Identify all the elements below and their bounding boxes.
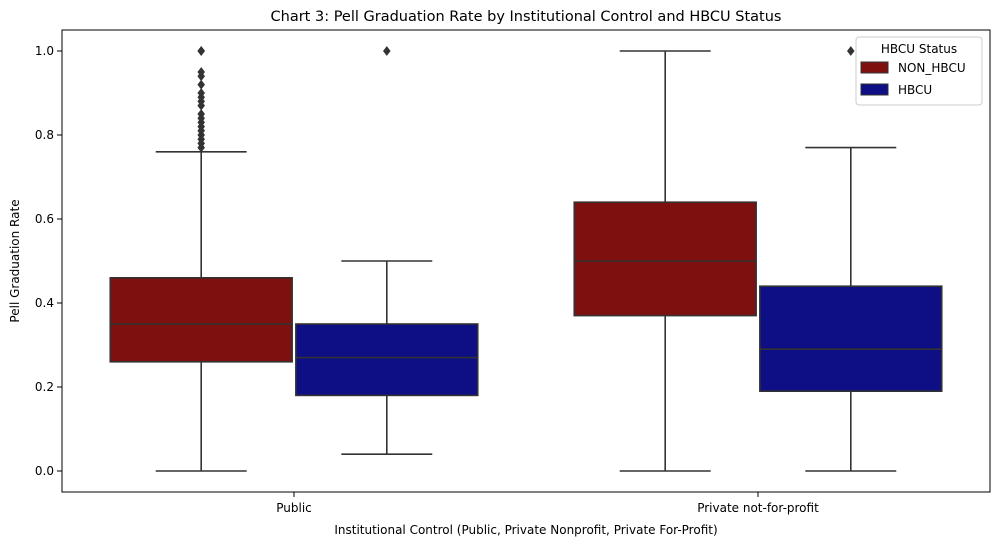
box-non_hbcu-1 xyxy=(573,50,757,472)
outlier-point xyxy=(847,46,855,56)
x-axis-title: Institutional Control (Public, Private N… xyxy=(334,523,717,537)
legend-swatch-non_hbcu xyxy=(860,61,889,74)
legend-label-non_hbcu: NON_HBCU xyxy=(898,61,966,75)
plot-area: 0.0 0.2 0.4 0.6 0.8 1.0 Public Private not-for-… xyxy=(35,29,991,515)
chart-title: Chart 3: Pell Graduation Rate by Institu… xyxy=(271,9,782,25)
legend-swatch-hbcu xyxy=(860,83,889,96)
y-axis-title: Pell Graduation Rate xyxy=(8,199,22,322)
iqr-box xyxy=(573,201,757,317)
outlier-point xyxy=(197,88,205,98)
legend-label-hbcu: HBCU xyxy=(898,83,932,97)
legend-title: HBCU Status xyxy=(881,42,957,56)
outlier-point xyxy=(197,109,205,119)
box-non_hbcu-0 xyxy=(109,46,293,472)
iqr-box xyxy=(759,285,943,393)
box-hbcu-1 xyxy=(759,46,943,472)
outlier-point xyxy=(197,46,205,56)
y-tick-label: 0.8 xyxy=(35,128,54,142)
outlier-point xyxy=(197,79,205,90)
y-tick-label: 0.0 xyxy=(35,464,54,478)
y-tick-label: 1.0 xyxy=(35,44,54,58)
legend: HBCU Status NON_HBCU HBCU xyxy=(855,36,983,106)
y-tick-label: 0.2 xyxy=(35,380,54,394)
box-hbcu-0 xyxy=(295,46,479,456)
iqr-box xyxy=(295,323,479,397)
iqr-box xyxy=(109,276,293,363)
outlier-point xyxy=(383,46,391,56)
x-tick-label: Private not-for-profit xyxy=(697,501,819,515)
y-tick-label: 0.6 xyxy=(35,212,54,226)
axes-frame xyxy=(61,29,991,493)
outlier-point xyxy=(197,67,205,77)
x-tick-label: Public xyxy=(276,501,312,515)
y-tick-label: 0.4 xyxy=(35,296,54,310)
